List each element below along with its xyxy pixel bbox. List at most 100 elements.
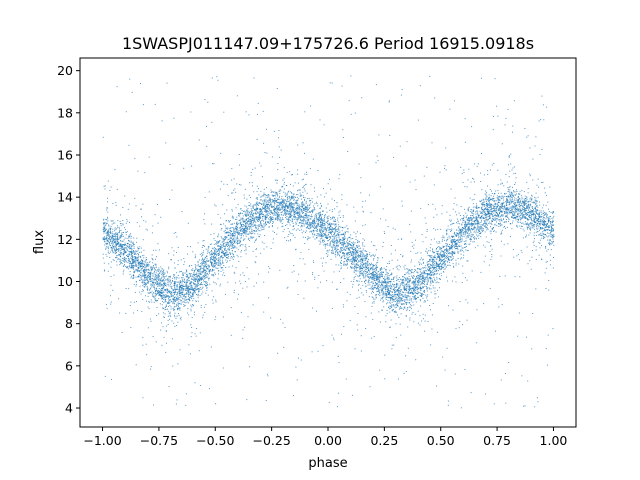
data-point: [472, 241, 474, 243]
data-point: [520, 203, 522, 205]
data-point: [356, 280, 358, 282]
data-point: [286, 202, 288, 204]
data-point: [194, 291, 195, 293]
data-point: [289, 202, 291, 204]
data-point: [148, 271, 150, 273]
data-point: [272, 238, 274, 240]
data-point: [375, 264, 377, 266]
data-point: [343, 232, 345, 234]
data-point: [114, 230, 116, 232]
data-point: [485, 213, 487, 215]
data-point: [552, 211, 554, 212]
data-point: [393, 300, 395, 302]
data-point: [244, 213, 246, 215]
data-point: [408, 270, 410, 272]
data-point: [220, 246, 222, 248]
data-point: [161, 285, 163, 287]
data-point: [416, 298, 417, 300]
data-point: [135, 270, 137, 272]
data-point: [539, 221, 541, 223]
data-point: [190, 289, 192, 291]
data-point: [421, 281, 423, 283]
data-point: [525, 213, 527, 215]
data-point: [516, 255, 518, 257]
data-point: [236, 183, 238, 185]
data-point: [145, 267, 147, 269]
data-point: [546, 216, 548, 218]
data-point: [146, 276, 148, 278]
data-point: [167, 302, 169, 304]
data-point: [172, 295, 174, 297]
data-point: [233, 238, 235, 240]
data-point: [244, 188, 246, 190]
data-point: [490, 208, 492, 210]
data-point: [435, 229, 437, 231]
data-point: [291, 209, 293, 211]
data-point: [402, 282, 404, 284]
data-point: [511, 228, 513, 230]
data-point: [415, 290, 417, 292]
data-point: [521, 251, 523, 253]
data-point: [398, 300, 400, 302]
data-point: [303, 215, 305, 217]
data-point: [405, 296, 407, 298]
data-point: [119, 245, 121, 247]
data-point: [409, 292, 410, 294]
data-point: [356, 266, 358, 268]
data-point: [526, 223, 528, 225]
data-point: [399, 291, 401, 293]
data-point: [273, 208, 275, 210]
data-point: [519, 276, 521, 278]
data-point: [260, 214, 262, 216]
data-point: [385, 273, 387, 275]
data-point: [230, 243, 232, 245]
data-point: [185, 288, 187, 290]
data-point: [240, 229, 242, 231]
data-point: [208, 279, 210, 281]
data-point: [229, 252, 231, 254]
data-point: [454, 251, 456, 253]
data-point: [353, 267, 355, 268]
data-point: [404, 264, 406, 266]
data-point: [158, 277, 160, 279]
data-point: [279, 218, 281, 220]
data-point: [232, 245, 234, 247]
data-point: [211, 263, 212, 265]
data-point: [234, 245, 236, 247]
data-point: [358, 266, 360, 268]
data-point: [226, 254, 228, 256]
data-point: [551, 226, 552, 228]
data-point: [483, 225, 485, 227]
data-point: [465, 227, 466, 229]
data-point: [352, 238, 354, 239]
data-point: [309, 207, 311, 208]
data-point: [449, 244, 450, 245]
data-point: [339, 247, 341, 249]
data-point: [309, 199, 311, 201]
data-point: [413, 280, 415, 282]
data-point: [470, 218, 472, 220]
data-point: [454, 245, 455, 247]
data-point: [282, 225, 284, 227]
data-point: [520, 221, 522, 223]
data-point: [155, 274, 156, 276]
data-point: [545, 204, 547, 206]
data-point: [204, 280, 206, 282]
data-point: [263, 215, 265, 217]
data-point: [210, 257, 212, 259]
data-point: [145, 257, 147, 258]
data-point: [502, 218, 504, 220]
data-point: [475, 219, 477, 221]
data-point: [429, 284, 431, 286]
data-point: [490, 198, 492, 200]
data-point: [183, 264, 185, 265]
data-point: [503, 221, 505, 223]
data-point: [194, 269, 196, 271]
data-point: [114, 237, 116, 239]
data-point: [148, 272, 150, 274]
data-point: [116, 238, 118, 240]
data-point: [278, 195, 280, 197]
data-point: [340, 226, 342, 228]
data-point: [121, 234, 123, 236]
data-point: [450, 253, 452, 255]
